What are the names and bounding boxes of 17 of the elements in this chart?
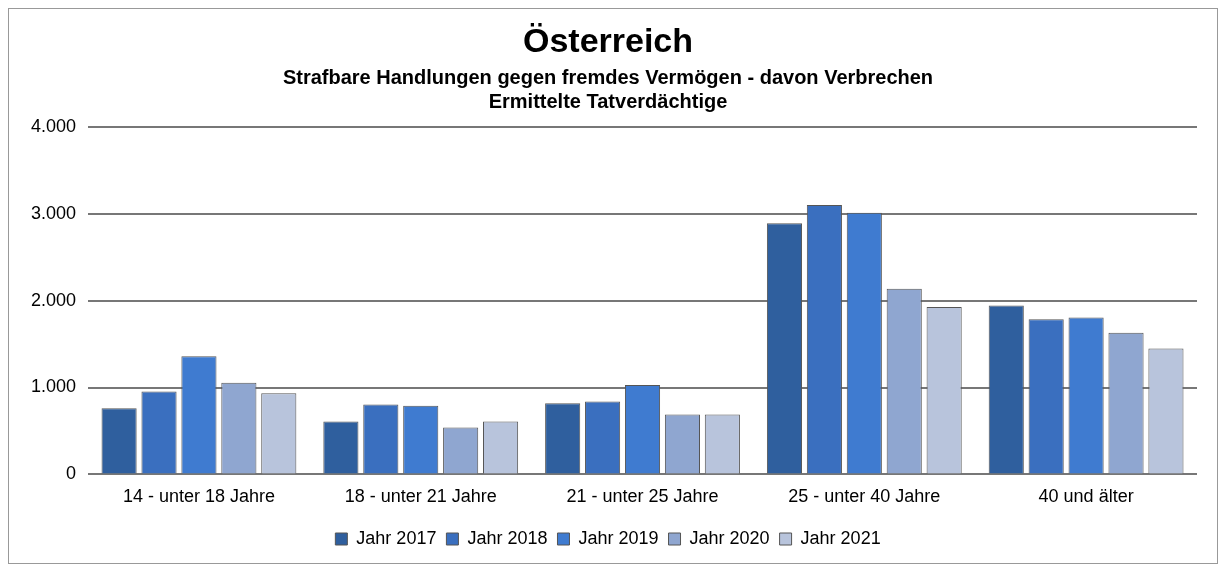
y-tick-label: 2.000 bbox=[31, 289, 77, 310]
x-tick-label: 14 - unter 18 Jahre bbox=[122, 486, 275, 507]
chart-title: Österreich bbox=[522, 20, 694, 59]
legend-label: Jahr 2017 bbox=[356, 527, 437, 548]
legend-label: Jahr 2018 bbox=[467, 527, 548, 548]
y-tick-label: 4.000 bbox=[31, 115, 77, 136]
x-tick-label: 21 - unter 25 Jahre bbox=[566, 486, 719, 507]
chart-subtitle: Strafbare Handlungen gegen fremdes Vermögen - davon Verbrechen Ermittelte Tatverdächtige bbox=[282, 66, 934, 113]
legend-label: Jahr 2021 bbox=[800, 527, 881, 548]
y-tick-label: 0 bbox=[66, 463, 77, 484]
legend-label: Jahr 2019 bbox=[578, 527, 659, 548]
y-tick-label: 1.000 bbox=[31, 376, 77, 397]
x-tick-label: 25 - unter 40 Jahre bbox=[788, 486, 941, 507]
x-tick-label: 18 - unter 21 Jahre bbox=[344, 486, 497, 507]
legend-label: Jahr 2020 bbox=[689, 527, 770, 548]
y-tick-label: 3.000 bbox=[31, 202, 77, 223]
x-tick-label: 40 und älter bbox=[1038, 486, 1134, 507]
